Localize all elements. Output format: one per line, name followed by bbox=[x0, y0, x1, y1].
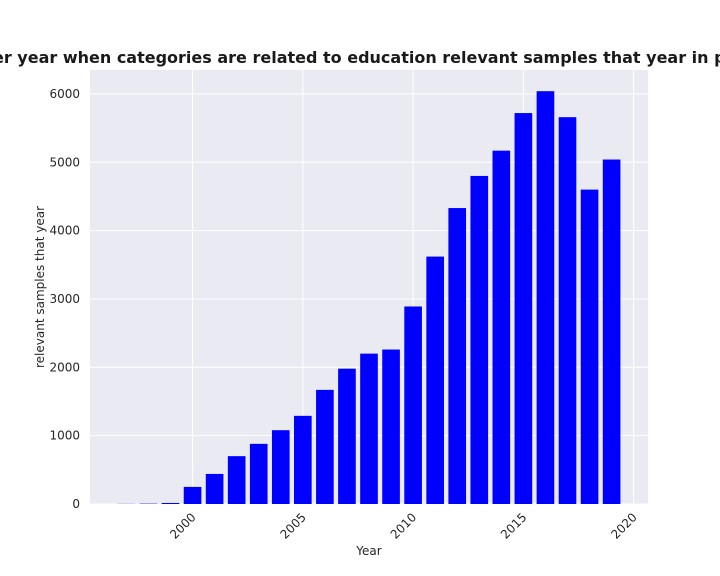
x-axis-label: Year bbox=[355, 544, 381, 558]
bar-2005 bbox=[294, 415, 312, 504]
bar-2007 bbox=[338, 368, 356, 504]
bar-2017 bbox=[558, 117, 577, 504]
bar-2004 bbox=[271, 430, 290, 504]
bar-2000 bbox=[183, 486, 202, 504]
bar-2009 bbox=[382, 349, 400, 504]
y-tick-label: 5000 bbox=[49, 155, 80, 169]
bar-2003 bbox=[249, 443, 268, 504]
x-tick-label: 2010 bbox=[388, 510, 419, 541]
bar-2008 bbox=[360, 353, 378, 504]
y-axis-label: relevant samples that year bbox=[33, 206, 47, 368]
y-tick-label: 4000 bbox=[49, 224, 80, 238]
y-tick-label: 6000 bbox=[49, 87, 80, 101]
bar-2014 bbox=[492, 150, 511, 505]
y-tick-label: 3000 bbox=[49, 292, 80, 306]
bar-2012 bbox=[448, 208, 467, 504]
x-tick-label: 2020 bbox=[608, 510, 639, 541]
y-tick-label: 1000 bbox=[49, 429, 80, 443]
x-tick-label: 2000 bbox=[167, 510, 198, 541]
x-tick-label: 2015 bbox=[498, 510, 529, 541]
bar-2013 bbox=[470, 175, 489, 504]
bar-2011 bbox=[426, 256, 444, 504]
bar-2001 bbox=[205, 473, 224, 504]
bar-2006 bbox=[316, 389, 334, 504]
bar-2002 bbox=[227, 456, 246, 504]
bar-2019 bbox=[602, 159, 621, 504]
bar-1999 bbox=[161, 502, 180, 504]
bars bbox=[117, 91, 621, 505]
y-tick-label: 2000 bbox=[49, 360, 80, 374]
y-tick-label: 0 bbox=[72, 497, 80, 511]
bar-2016 bbox=[536, 91, 555, 504]
bar-2015 bbox=[514, 113, 533, 505]
bar-2018 bbox=[580, 189, 599, 504]
x-tick-label: 2005 bbox=[277, 510, 308, 541]
chart-title: Number of samples per year when categori… bbox=[0, 48, 720, 67]
bar-2010 bbox=[404, 306, 422, 504]
